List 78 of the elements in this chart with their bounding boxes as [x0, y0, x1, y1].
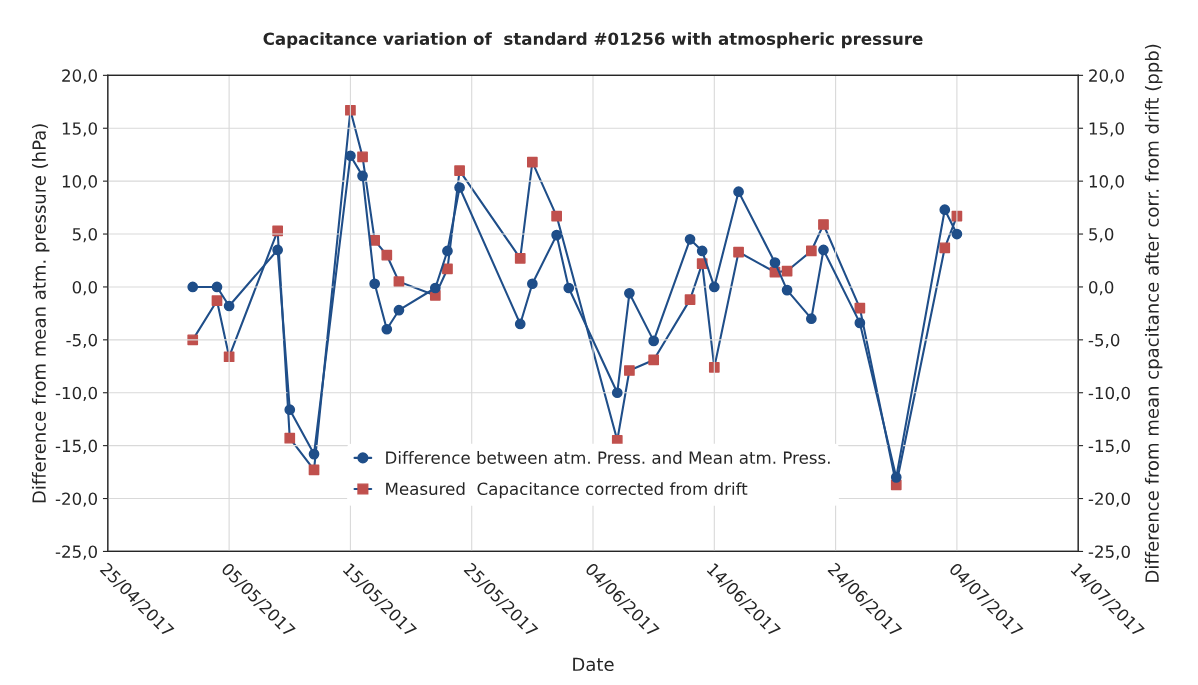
point	[551, 229, 562, 241]
point	[429, 282, 441, 294]
y-tick-label: -10,0	[55, 386, 97, 401]
point	[187, 281, 199, 293]
y2-tick-label: -5,0	[1088, 333, 1120, 349]
y-tick-label: -5,0	[66, 333, 97, 349]
point	[527, 156, 538, 168]
y-tick-label: -20,0	[55, 492, 97, 507]
point	[818, 244, 829, 256]
point	[369, 278, 381, 290]
point	[648, 354, 660, 366]
point	[211, 281, 223, 293]
point	[563, 282, 575, 294]
y-tick-label: 5,0	[72, 228, 97, 243]
point	[781, 284, 793, 296]
point	[733, 186, 744, 198]
x-axis-title: Date	[573, 657, 614, 672]
y-tick-label: -15,0	[55, 439, 97, 454]
y2-tick-label: 20,0	[1089, 69, 1124, 84]
chart-title: Capacitance variation of standard #01256 with atmospheric pressure	[263, 32, 923, 49]
y2-tick-label: 10,0	[1089, 175, 1124, 190]
point	[696, 245, 708, 257]
point	[648, 335, 660, 347]
y2-tick-label: 5,0	[1089, 228, 1114, 243]
point	[939, 204, 951, 216]
point	[454, 165, 465, 176]
point	[284, 404, 296, 416]
point	[393, 304, 405, 316]
point	[684, 233, 696, 245]
point	[357, 151, 368, 163]
y2-tick-label: -20,0	[1088, 492, 1130, 507]
y-tick-label: 0,0	[72, 280, 97, 296]
point	[818, 219, 829, 230]
point	[187, 334, 199, 346]
point	[381, 323, 393, 335]
point	[890, 472, 902, 483]
point	[939, 242, 951, 254]
point	[527, 278, 538, 290]
point	[805, 313, 817, 325]
y-tick-label: 15,0	[62, 122, 97, 137]
point	[345, 150, 356, 162]
point	[624, 365, 635, 376]
y2-tick-label: -15,0	[1088, 439, 1130, 454]
point	[684, 294, 696, 305]
point	[611, 387, 623, 399]
y-tick-label: 10,0	[62, 175, 97, 190]
point	[284, 432, 296, 444]
point	[805, 245, 817, 257]
point	[345, 104, 356, 116]
point	[769, 257, 781, 268]
point	[854, 317, 866, 329]
y2-tick-label: 0,0	[1089, 280, 1114, 296]
legend-label: Measured Capacitance corrected from drift	[386, 482, 748, 499]
point	[223, 300, 235, 312]
point	[733, 246, 744, 258]
y-axis-title: Difference from mean atm. pressure (hPa)	[31, 124, 50, 503]
point	[308, 448, 320, 460]
y2-tick-label: -10,0	[1088, 386, 1130, 401]
point	[211, 295, 223, 307]
point	[708, 361, 720, 373]
point	[272, 244, 283, 256]
point	[454, 182, 465, 193]
point	[357, 170, 368, 182]
y2-axis-title: Difference from mean cpacitance after corr. from drift (ppb)	[1144, 44, 1163, 582]
point	[624, 287, 635, 299]
legend-label: Difference between atm. Press. and Mean atm. Press.	[386, 451, 830, 464]
y-tick-label: -25,0	[55, 545, 97, 560]
y-tick-label: 20,0	[62, 69, 97, 84]
y2-tick-label: -25,0	[1088, 545, 1130, 560]
point	[514, 318, 526, 330]
point	[442, 263, 453, 275]
point	[514, 253, 526, 264]
point	[381, 249, 393, 261]
point	[708, 281, 720, 293]
point	[951, 228, 963, 240]
point	[551, 210, 562, 222]
y2-tick-label: 15,0	[1089, 122, 1124, 137]
point	[442, 245, 453, 257]
